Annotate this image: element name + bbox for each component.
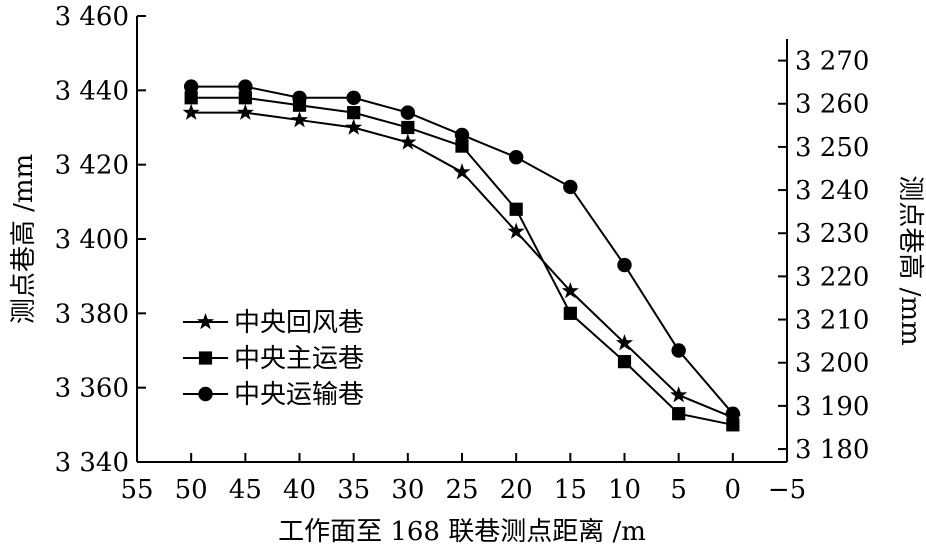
right-y-axis-title: 测点巷高 /mm	[895, 175, 925, 345]
data-point	[671, 343, 686, 358]
x-tick-label: 30	[391, 475, 424, 505]
data-point	[725, 406, 741, 421]
right-y-tick-label: 3 180	[795, 435, 869, 465]
data-point	[290, 111, 309, 128]
x-tick-label: 15	[554, 475, 587, 505]
x-tick-label: 40	[283, 475, 316, 505]
legend-label: 中央运输巷	[234, 380, 364, 410]
legend-marker	[198, 351, 213, 365]
data-point	[670, 386, 688, 403]
x-tick-label: 5	[670, 475, 687, 505]
x-tick-label: −5	[768, 475, 806, 505]
left-y-tick-label: 3 380	[55, 299, 129, 329]
right-y-tick-label: 3 250	[795, 133, 869, 163]
right-y-tick-label: 3 260	[795, 90, 869, 120]
right-y-tick-label: 3 270	[795, 47, 869, 77]
data-point	[238, 79, 253, 94]
x-tick-label: 35	[337, 475, 370, 505]
right-y-tick-label: 3 190	[795, 392, 869, 422]
x-tick-label: 55	[120, 475, 153, 505]
data-point	[347, 106, 361, 120]
right-y-tick-label: 3 220	[795, 262, 869, 292]
data-point	[672, 407, 686, 421]
right-y-tick-label: 3 240	[795, 176, 869, 206]
x-tick-label: 10	[608, 475, 641, 505]
data-point	[183, 79, 199, 94]
data-point	[509, 202, 523, 216]
series-square	[184, 91, 740, 432]
left-y-tick-label: 3 460	[55, 2, 129, 32]
right-y-tick-label: 3 210	[795, 306, 869, 336]
data-point	[184, 91, 198, 105]
x-axis-title: 工作面至 168 联巷测点距离 /m	[278, 517, 646, 547]
x-tick-label: 45	[229, 475, 262, 505]
data-point	[453, 163, 471, 180]
right-y-tick-label: 3 230	[795, 219, 869, 249]
x-tick-label: 0	[725, 475, 742, 505]
x-tick-label: 25	[445, 475, 478, 505]
left-y-tick-label: 3 400	[55, 225, 129, 255]
data-point	[726, 418, 740, 432]
data-point	[617, 257, 632, 273]
data-point	[563, 306, 577, 320]
legend-marker	[196, 313, 215, 330]
data-point	[508, 150, 524, 165]
left-y-tick-label: 3 340	[55, 448, 129, 478]
data-point	[615, 334, 634, 351]
data-point	[345, 118, 363, 135]
series-group	[182, 79, 742, 432]
data-point	[455, 139, 469, 153]
left-y-tick-label: 3 420	[55, 151, 129, 181]
x-tick-label: 50	[175, 475, 208, 505]
data-point	[182, 103, 200, 120]
data-point	[236, 103, 254, 120]
left-y-tick-label: 3 360	[55, 374, 129, 404]
data-point	[507, 222, 525, 239]
right-y-tick-label: 3 200	[795, 349, 869, 379]
data-point	[454, 127, 470, 143]
data-point	[563, 179, 578, 195]
left-y-axis-title: 测点巷高 /mm	[9, 154, 39, 324]
series-circle	[183, 79, 741, 421]
legend-item: 中央回风巷	[183, 308, 364, 338]
data-point	[617, 355, 632, 369]
legend-label: 中央回风巷	[234, 308, 364, 338]
data-point	[238, 91, 252, 105]
data-point	[401, 120, 415, 135]
legend-item: 中央运输巷	[183, 380, 364, 410]
legend-marker	[198, 386, 213, 402]
legend-label: 中央主运巷	[234, 344, 364, 374]
data-point	[292, 90, 307, 105]
data-point	[561, 282, 579, 299]
data-point	[346, 90, 361, 105]
data-point	[400, 105, 416, 120]
data-point	[399, 133, 417, 150]
left-y-tick-label: 3 440	[55, 76, 129, 106]
x-tick-label: 20	[500, 475, 533, 505]
legend-item: 中央主运巷	[183, 344, 364, 374]
